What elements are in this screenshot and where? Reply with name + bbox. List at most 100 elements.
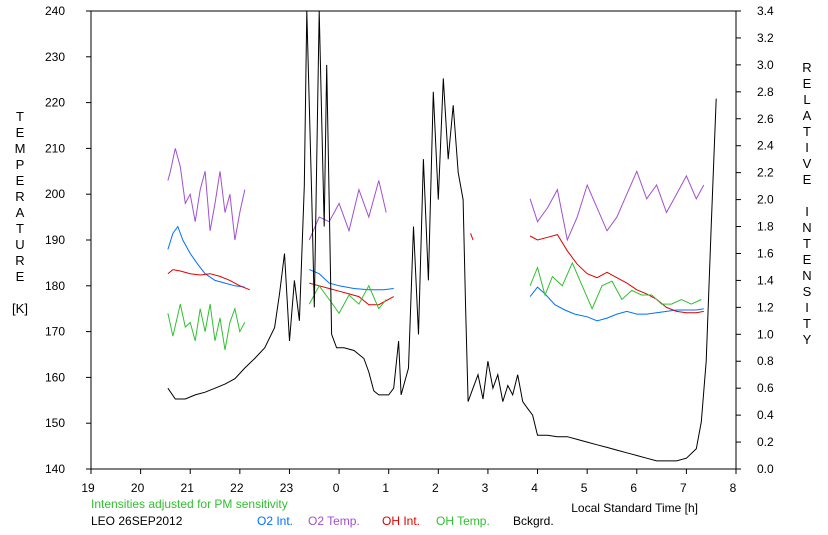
series-o2-temp-line [529,169,705,242]
x-tick-label: 5 [581,481,588,495]
left-axis-title-letter: R [15,189,24,204]
right-tick-label: 3.2 [757,31,774,45]
right-tick-label: 0.8 [757,354,774,368]
left-tick-label: 140 [45,462,65,476]
right-axis-title-letter: E [803,252,812,267]
series-layer [167,10,717,462]
right-tick-label: 3.4 [757,4,774,18]
right-axis-title-letter: V [803,156,812,171]
left-axis-title-letter: E [16,125,25,140]
left-axis-title-letter: M [15,141,26,156]
right-axis-title-letter: N [802,268,811,283]
left-axis-title-letter: A [16,205,25,220]
left-axis-title-letter: P [16,157,25,172]
x-tick-label: 8 [730,481,737,495]
right-tick-label: 0.2 [757,435,774,449]
x-tick-label: 6 [630,481,637,495]
right-axis-title-letter: I [805,300,809,315]
right-axis-title-letter: E [803,76,812,91]
right-axis-title-letter: T [803,236,811,251]
right-axis-ticks: 0.0 0.2 0.4 0.6 0.8 1.0 1.2 1.4 1.6 1.8 2.0 2.2 2.4 2… [736,4,774,476]
series-o2-int-line [167,225,245,288]
x-tick-label: 3 [482,481,489,495]
left-tick-label: 180 [45,279,65,293]
right-tick-label: 2.6 [757,112,774,126]
left-tick-label: 230 [45,50,65,64]
right-axis-title-letter: I [805,204,809,219]
x-tick-label: 22 [230,481,244,495]
left-axis-title-letter: [K] [12,301,28,316]
legend-bckgrd: Bckgrd. [513,514,554,528]
x-tick-label: 7 [680,481,687,495]
right-axis-title-letter: E [803,172,812,187]
right-axis-title-letter: N [802,220,811,235]
x-tick-label: 19 [81,481,95,495]
pm-sensitivity-note: Intensities adjusted for PM sensitivity [91,497,288,511]
legend-o2-int: O2 Int. [257,514,293,528]
right-tick-label: 2.0 [757,193,774,207]
x-tick-label: 1 [382,481,389,495]
left-axis-title-letter: E [16,173,25,188]
series-oh-temp-line [308,284,387,315]
right-tick-label: 0.0 [757,462,774,476]
right-tick-label: 2.2 [757,166,774,180]
right-axis-title-letter: I [805,140,809,155]
legend-oh-temp: OH Temp. [436,514,490,528]
left-axis-title-letter: U [15,237,24,252]
series-oh-int-line [309,282,394,306]
left-tick-label: 210 [45,141,65,155]
x-tick-label: 23 [280,481,294,495]
left-axis-title-letter: T [16,109,24,124]
x-axis-ticks: 19 20 21 22 23 0 1 2 3 4 5 6 7 8 [81,469,737,495]
series-o2-temp-line [308,180,387,241]
left-tick-label: 240 [45,4,65,18]
right-axis-title-letter: Y [803,332,812,347]
x-tick-label: 4 [531,481,538,495]
x-tick-label: 20 [131,481,145,495]
left-axis-title-letter: R [15,253,24,268]
right-tick-label: 1.8 [757,220,774,234]
right-axis-title-letter: T [803,124,811,139]
series-bckgrd-line [167,10,717,462]
series-oh-int-line [529,234,704,314]
legend-o2-temp: O2 Temp. [308,514,360,528]
x-axis-title: Local Standard Time [h] [571,501,698,515]
series-o2-temp-line [167,148,246,241]
right-tick-label: 1.2 [757,300,774,314]
left-tick-label: 200 [45,187,65,201]
station-date: LEO 26SEP2012 [91,514,183,528]
x-tick-label: 0 [333,481,340,495]
right-tick-label: 2.4 [757,139,774,153]
right-tick-label: 3.0 [757,58,774,72]
series-oh-temp-line [167,303,246,350]
right-axis-title-letter: L [803,92,810,107]
left-axis-ticks: 140 150 160 170 180 190 200 210 220 230 240 [45,4,91,476]
right-tick-label: 0.6 [757,381,774,395]
series-oh-int-line [470,233,474,241]
right-tick-label: 1.4 [757,273,774,287]
right-tick-label: 1.0 [757,327,774,341]
series-o2-int-line [529,286,704,322]
right-axis-title-letter: S [803,284,812,299]
right-axis-title-letter: R [802,60,811,75]
left-tick-label: 170 [45,325,65,339]
left-tick-label: 150 [45,416,65,430]
right-tick-label: 0.4 [757,408,774,422]
left-tick-label: 190 [45,233,65,247]
series-oh-temp-line [529,261,702,310]
series-oh-int-line [167,269,250,291]
left-axis-title-letter: T [16,221,24,236]
right-axis-title-letter: T [803,316,811,331]
left-tick-label: 220 [45,96,65,110]
left-tick-label: 160 [45,370,65,384]
x-tick-label: 21 [181,481,195,495]
right-tick-label: 2.8 [757,85,774,99]
left-axis-title-letter: E [16,269,25,284]
series-o2-int-line [309,269,394,291]
right-axis-title-letter: A [803,108,812,123]
right-tick-label: 1.6 [757,246,774,260]
legend-oh-int: OH Int. [382,514,420,528]
